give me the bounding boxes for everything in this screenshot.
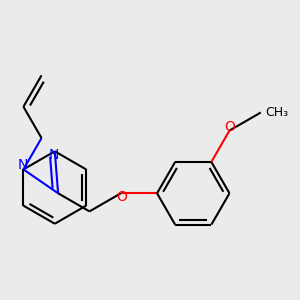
- Text: N: N: [17, 158, 28, 172]
- Text: O: O: [116, 190, 127, 204]
- Text: N: N: [49, 148, 59, 162]
- Text: O: O: [224, 120, 235, 134]
- Text: CH₃: CH₃: [266, 106, 289, 119]
